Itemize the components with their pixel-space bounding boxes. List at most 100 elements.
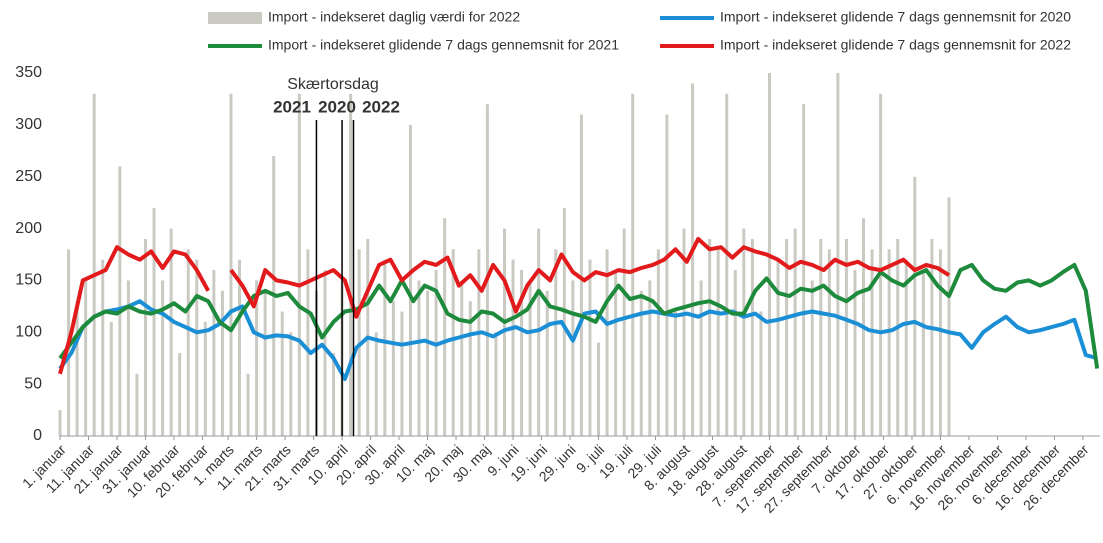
bar [947,197,951,436]
bar [75,301,79,436]
bar [143,238,147,436]
bar [246,373,250,436]
bar [622,228,626,436]
bar [819,238,823,436]
bar [528,280,532,436]
bar [417,280,421,436]
bar [648,280,652,436]
bar [349,93,353,436]
bar [186,249,190,436]
bar [229,93,233,436]
bar [494,332,498,436]
holiday-label: 2020 [318,97,356,116]
bar [870,249,874,436]
bar [938,249,942,436]
line [58,262,1100,369]
y-tick-label: 0 [33,427,42,444]
bar [537,228,541,436]
bar [639,290,643,436]
bar [699,280,703,436]
bar [383,259,387,436]
y-tick-label: 200 [15,220,42,237]
y-tick-label: 300 [15,116,42,133]
bar [408,124,412,436]
bar [785,238,789,436]
bar [477,249,481,436]
bar [92,93,96,436]
bar [776,259,780,436]
bar [306,249,310,436]
legend-label: Import - indekseret glidende 7 dags genn… [720,9,1071,25]
line [58,245,210,375]
bar [443,218,447,436]
bar [400,311,404,436]
bar [802,104,806,436]
annotation: Skærtorsdag [287,76,379,93]
y-tick-label: 100 [15,324,42,341]
y-tick-label: 50 [24,375,42,392]
bar [332,353,336,436]
bar [451,249,455,436]
bar [468,301,472,436]
bar [597,342,601,436]
bar [238,259,242,436]
bar [263,290,267,436]
legend-label: Import - indekseret daglig værdi for 202… [268,9,520,25]
holiday-label: 2022 [362,97,400,116]
bar [836,73,840,436]
bar [203,321,207,436]
bar [109,321,113,436]
bar [545,290,549,436]
bar [571,280,575,436]
bar [195,259,199,436]
bar [485,104,489,436]
bar [793,228,797,436]
bar [588,259,592,436]
bar [520,270,524,436]
bar [135,373,139,436]
bar [827,249,831,436]
bar [631,93,635,436]
bar [750,238,754,436]
bar [289,332,293,436]
bar [682,228,686,436]
bar [708,238,712,436]
bar [374,332,378,436]
bar [152,207,156,436]
bar [614,270,618,436]
bar [118,166,122,437]
legend-label: Import - indekseret glidende 7 dags genn… [720,37,1071,53]
bar [716,249,720,436]
bar [913,176,917,436]
bar [887,249,891,436]
bar [742,228,746,436]
bar [255,280,259,436]
legend-label: Import - indekseret glidende 7 dags genn… [268,37,619,53]
bar [391,301,395,436]
bar [84,280,88,436]
holiday-label: 2021 [273,97,311,116]
bar [434,270,438,436]
bar [921,270,925,436]
bar [605,249,609,436]
y-tick-label: 250 [15,168,42,185]
bar [810,280,814,436]
bar [733,270,737,436]
bar [511,259,515,436]
bar [725,93,729,436]
bar [220,290,224,436]
y-tick-label: 150 [15,272,42,289]
bar [579,114,583,436]
bar [665,114,669,436]
bar [58,410,62,436]
line [229,236,951,319]
bar [673,311,677,436]
bar [853,270,857,436]
bar [554,249,558,436]
bar [126,280,130,436]
bar [896,238,900,436]
bar [178,353,182,436]
bar [169,228,173,436]
bar [212,270,216,436]
